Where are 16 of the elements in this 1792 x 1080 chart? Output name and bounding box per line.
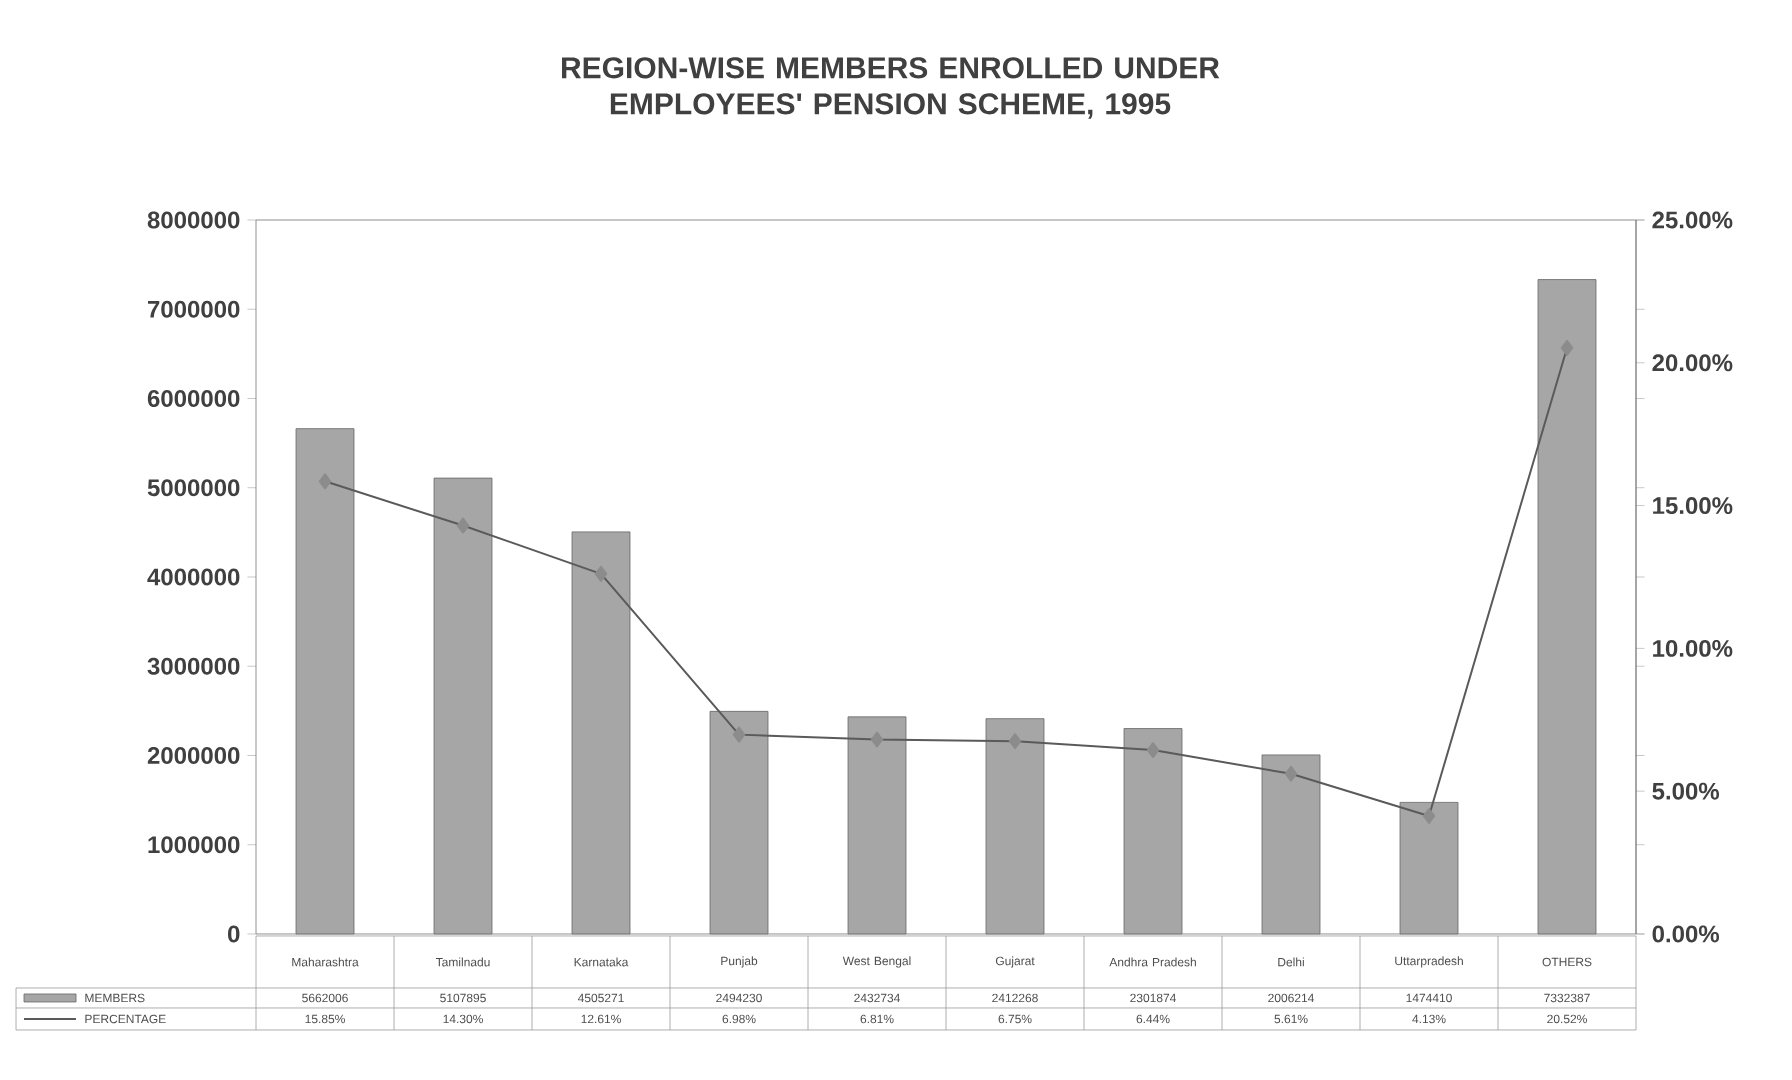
y-tick-label: 5000000 [147, 479, 240, 497]
y-tick-label: 6000000 [147, 390, 240, 407]
y-tick-label: 0 [228, 925, 240, 943]
y2-tick-label: 15.00% [1653, 497, 1733, 515]
y2-tick-label: 20.00% [1652, 354, 1733, 372]
y2-tick-label: 25.00% [1652, 211, 1733, 229]
y-tick-label: 7000000 [148, 300, 240, 318]
y-tick-label: 3000000 [147, 657, 240, 675]
chart-title: REGION-WISE MEMBERS ENROLLED UNDER EMPLOYEES' PENSION SCHEME, 1995 [562, 57, 1220, 119]
y2-tick-label: 5.00% [1652, 782, 1720, 800]
y-tick-label: 8000000 [147, 211, 240, 229]
y-tick-label: 4000000 [147, 568, 240, 586]
y2-tick-label: 0.00% [1652, 925, 1720, 943]
y-tick-label: 2000000 [147, 746, 240, 764]
y-tick-label: 1000000 [148, 836, 240, 854]
y2-tick-label: 10.00% [1653, 639, 1733, 657]
